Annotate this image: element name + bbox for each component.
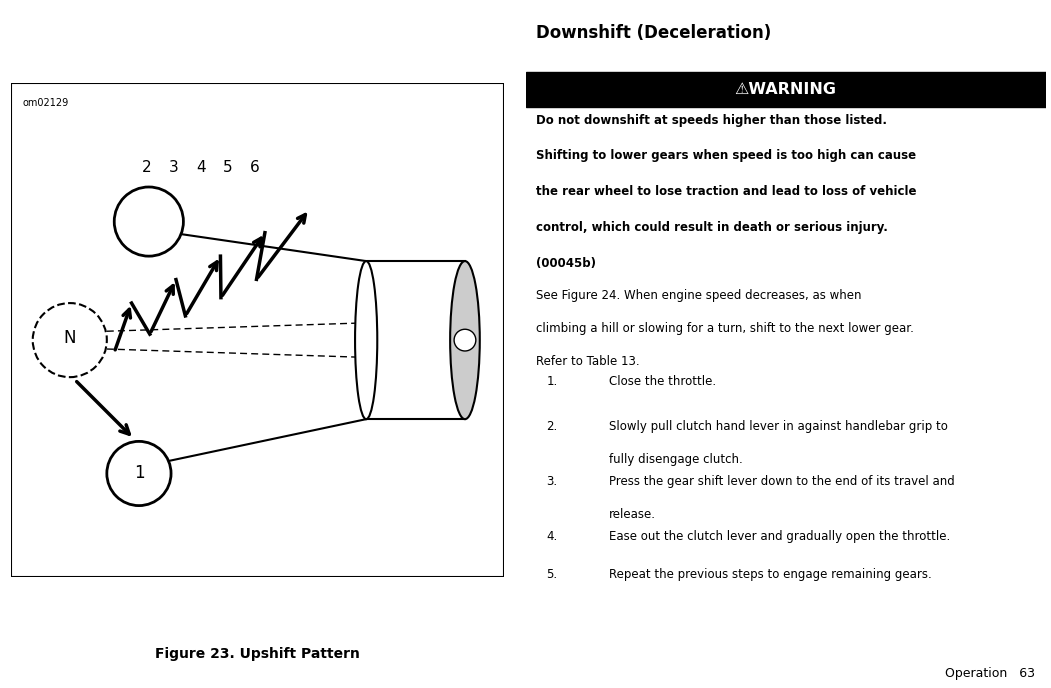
Text: N: N [63,329,76,347]
Text: Repeat the previous steps to engage remaining gears.: Repeat the previous steps to engage rema… [609,568,931,581]
Text: 4.: 4. [547,530,558,543]
Text: 5: 5 [223,160,232,175]
Text: Ease out the clutch lever and gradually open the throttle.: Ease out the clutch lever and gradually … [609,530,950,543]
Text: (00045b): (00045b) [536,257,596,270]
Text: 3.: 3. [547,475,557,488]
Text: climbing a hill or slowing for a turn, shift to the next lower gear.: climbing a hill or slowing for a turn, s… [536,322,913,335]
Text: 5.: 5. [547,568,557,581]
Text: Shifting to lower gears when speed is too high can cause: Shifting to lower gears when speed is to… [536,149,916,162]
Circle shape [115,187,183,256]
Text: See Figure 24. When engine speed decreases, as when: See Figure 24. When engine speed decreas… [536,289,862,302]
Ellipse shape [450,261,479,419]
Text: 4: 4 [195,160,206,175]
Text: Refer to Table 13.: Refer to Table 13. [536,355,639,368]
Text: Slowly pull clutch hand lever in against handlebar grip to: Slowly pull clutch hand lever in against… [609,420,948,433]
Text: Downshift (Deceleration): Downshift (Deceleration) [536,24,771,42]
Text: Figure 23. Upshift Pattern: Figure 23. Upshift Pattern [156,647,359,660]
Text: 2.: 2. [547,420,558,433]
Text: release.: release. [609,508,656,521]
Text: Operation   63: Operation 63 [945,667,1035,680]
Text: om02129: om02129 [23,98,69,108]
Circle shape [33,303,107,377]
Text: control, which could result in death or serious injury.: control, which could result in death or … [536,221,888,234]
Bar [366,261,465,419]
Text: the rear wheel to lose traction and lead to loss of vehicle: the rear wheel to lose traction and lead… [536,185,916,198]
Text: 1.: 1. [547,375,558,388]
FancyBboxPatch shape [526,72,1046,107]
Text: Close the throttle.: Close the throttle. [609,375,716,388]
Text: 2: 2 [142,160,151,175]
Circle shape [107,442,171,506]
Text: ⚠WARNING: ⚠WARNING [735,82,837,97]
Text: Do not downshift at speeds higher than those listed.: Do not downshift at speeds higher than t… [536,114,887,127]
Text: fully disengage clutch.: fully disengage clutch. [609,453,742,466]
Text: Press the gear shift lever down to the end of its travel and: Press the gear shift lever down to the e… [609,475,954,488]
Text: 1: 1 [133,464,144,482]
Ellipse shape [355,261,377,419]
Text: 3: 3 [168,160,179,175]
Circle shape [454,330,476,351]
Text: 6: 6 [250,160,260,175]
